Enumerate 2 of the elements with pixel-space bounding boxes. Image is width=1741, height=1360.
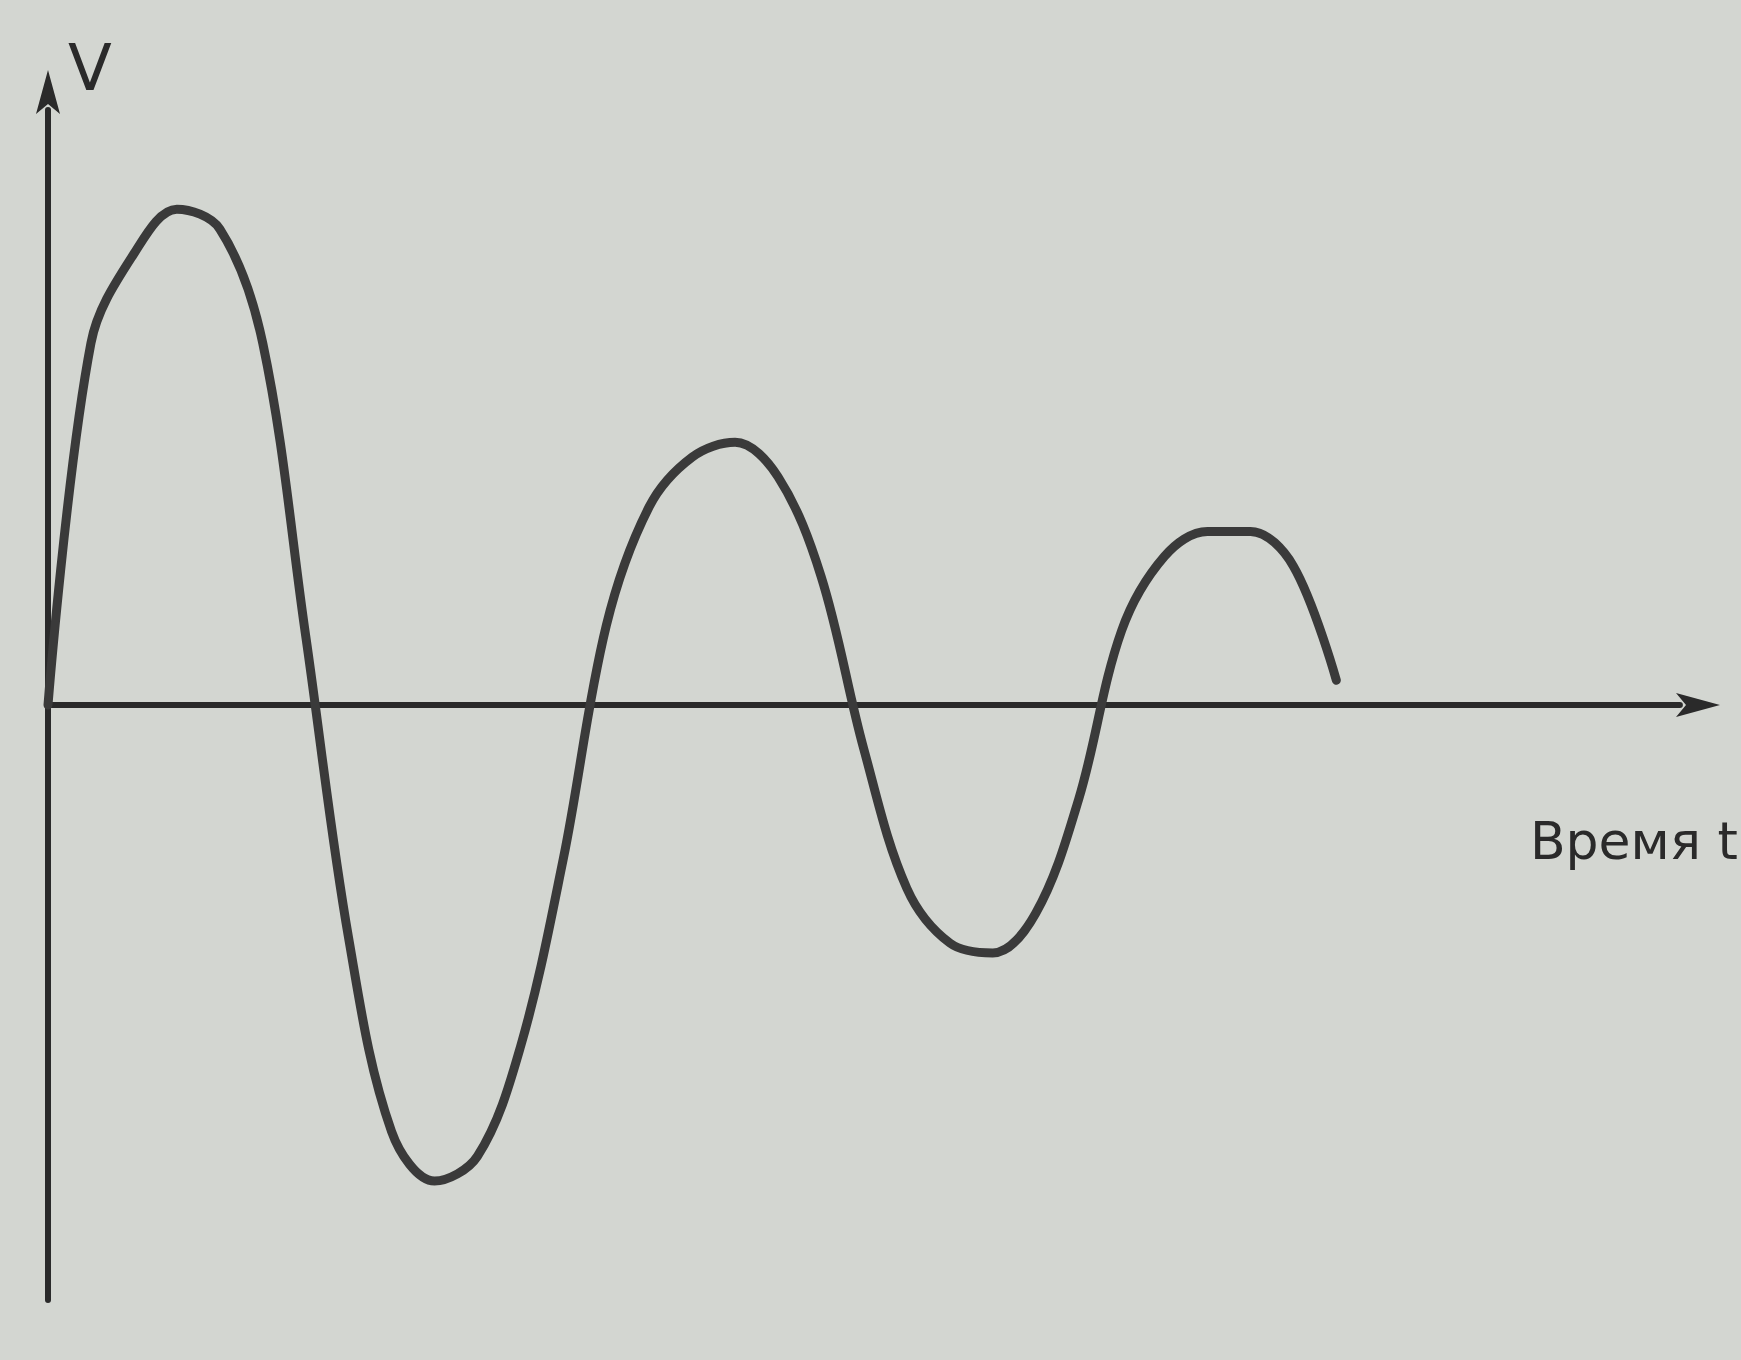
y-axis-title: V (68, 31, 112, 105)
x-axis-title: Время t (1529, 811, 1739, 871)
